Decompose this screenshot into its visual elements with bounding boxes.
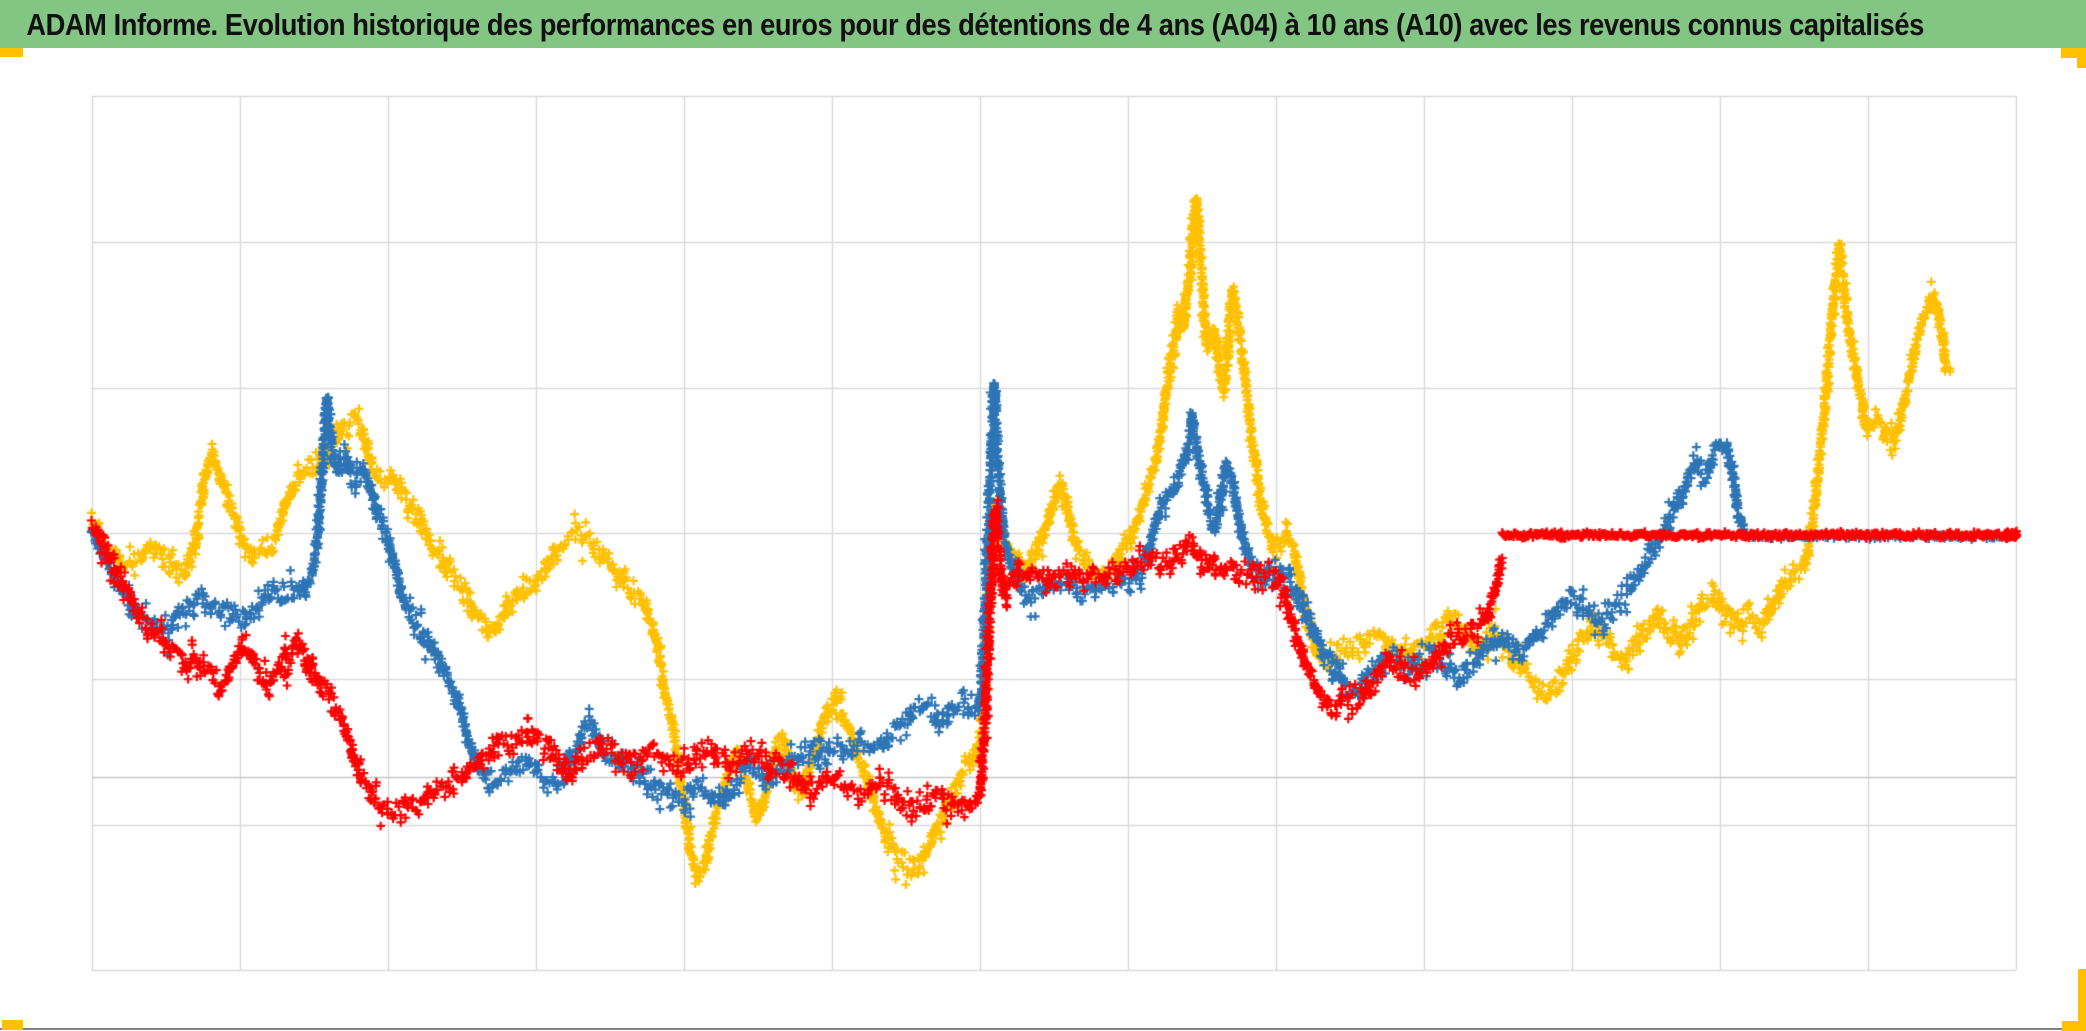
- gold-accent-top-left: [0, 48, 23, 57]
- gold-accent-top-right: [2061, 48, 2086, 68]
- gold-accent-bottom-left: [2, 1020, 23, 1030]
- page-bottom-border: [0, 1028, 2062, 1030]
- page-title: ADAM Informe. Evolution historique des p…: [26, 7, 1924, 42]
- gold-accent-bottom-right: [2062, 969, 2086, 1031]
- title-bar: ADAM Informe. Evolution historique des p…: [0, 0, 2086, 48]
